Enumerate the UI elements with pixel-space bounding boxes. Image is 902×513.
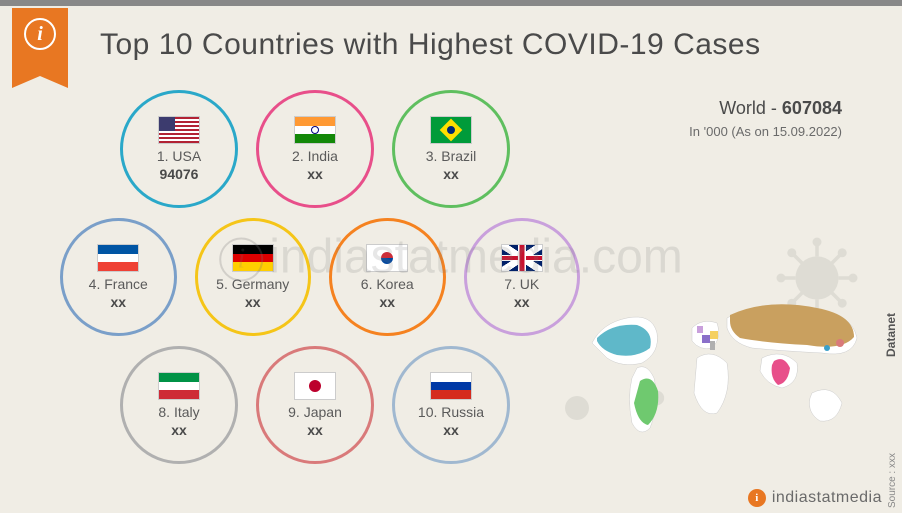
footer-icon: i — [748, 489, 766, 507]
flag-japan — [294, 372, 336, 400]
country-circle-india: 2. India xx — [256, 90, 374, 208]
world-total: World - 607084 — [719, 98, 842, 119]
world-label: World — [719, 98, 766, 118]
flag-india — [294, 116, 336, 144]
country-label: 4. France — [89, 276, 148, 292]
world-map-area — [582, 263, 872, 463]
map-italy — [710, 341, 715, 350]
country-label: 10. Russia — [418, 404, 484, 420]
info-ribbon: i — [12, 8, 68, 76]
world-value: 607084 — [782, 98, 842, 118]
world-subtitle: In '000 (As on 15.09.2022) — [689, 124, 842, 139]
country-value: xx — [171, 422, 187, 438]
country-label: 7. UK — [504, 276, 539, 292]
country-circle-brazil: 3. Brazil xx — [392, 90, 510, 208]
map-korea — [824, 345, 830, 351]
page-title: Top 10 Countries with Highest COVID-19 C… — [100, 28, 761, 62]
country-value: xx — [379, 294, 395, 310]
map-uk — [697, 326, 703, 333]
country-value: xx — [443, 422, 459, 438]
country-value: xx — [245, 294, 261, 310]
country-value: xx — [307, 422, 323, 438]
flag-italy — [158, 372, 200, 400]
side-source: Source : xxx — [887, 453, 898, 508]
flag-germany — [232, 244, 274, 272]
side-brand: Datanet — [884, 313, 898, 357]
country-label: 3. Brazil — [426, 148, 477, 164]
footer-text: indiastatmedia — [772, 489, 882, 507]
country-circle-germany: 5. Germany xx — [195, 218, 312, 336]
flag-russia — [430, 372, 472, 400]
country-value: xx — [514, 294, 530, 310]
country-circle-uk: 7. UK xx — [464, 218, 581, 336]
country-label: 1. USA — [157, 148, 201, 164]
map-germany — [710, 331, 718, 339]
footer-brand: i indiastatmedia — [748, 489, 882, 507]
country-label: 2. India — [292, 148, 338, 164]
circle-row: 8. Italy xx 9. Japan xx 10. Russia xx — [120, 346, 580, 464]
country-label: 8. Italy — [158, 404, 199, 420]
country-value: 94076 — [160, 166, 199, 182]
country-label: 6. Korea — [361, 276, 414, 292]
top-border — [0, 0, 902, 6]
country-value: xx — [110, 294, 126, 310]
map-japan — [836, 339, 844, 347]
country-label: 9. Japan — [288, 404, 342, 420]
country-circle-usa: 1. USA 94076 — [120, 90, 238, 208]
country-circle-italy: 8. Italy xx — [120, 346, 238, 464]
country-value: xx — [307, 166, 323, 182]
info-icon: i — [24, 18, 56, 50]
country-circle-korea: 6. Korea xx — [329, 218, 446, 336]
circle-row: 1. USA 94076 2. India xx 3. Brazil xx — [120, 90, 580, 208]
country-circle-france: 4. France xx — [60, 218, 177, 336]
circle-row: 4. France xx 5. Germany xx 6. Korea xx 7. UK xx — [60, 218, 580, 336]
flag-france — [97, 244, 139, 272]
world-map — [582, 263, 872, 463]
country-label: 5. Germany — [216, 276, 289, 292]
flag-uk — [501, 244, 543, 272]
flag-brazil — [430, 116, 472, 144]
country-value: xx — [443, 166, 459, 182]
flag-korea — [366, 244, 408, 272]
country-circle-russia: 10. Russia xx — [392, 346, 510, 464]
flag-usa — [158, 116, 200, 144]
map-france — [702, 335, 710, 343]
country-circle-japan: 9. Japan xx — [256, 346, 374, 464]
country-circles: 1. USA 94076 2. India xx 3. Brazil xx 4. Fran… — [60, 90, 580, 474]
